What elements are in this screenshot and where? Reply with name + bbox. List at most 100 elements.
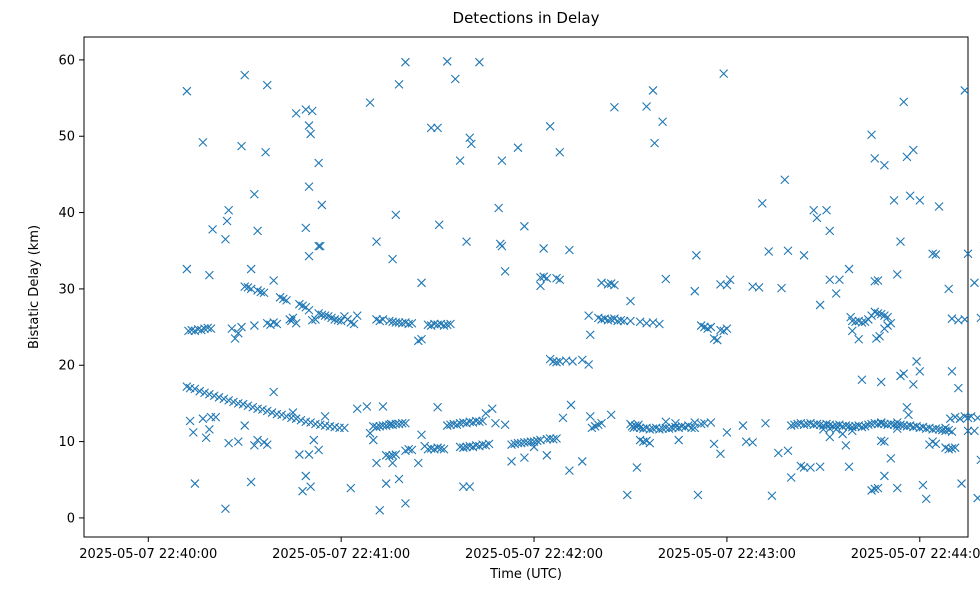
data-point [902, 402, 912, 412]
data-point [417, 334, 426, 344]
data-point [262, 406, 272, 416]
data-point [261, 147, 271, 157]
data-point [209, 391, 219, 401]
data-point [809, 205, 819, 215]
data-point [304, 305, 314, 315]
data-point [892, 418, 902, 427]
data-point [613, 316, 623, 326]
plot-area [83, 36, 980, 538]
data-point [237, 322, 246, 332]
data-point [915, 366, 925, 376]
data-point [372, 237, 381, 246]
data-point [976, 313, 980, 323]
data-point [584, 360, 594, 369]
data-point [214, 392, 224, 402]
data-point [394, 318, 404, 327]
data-point [272, 319, 282, 329]
data-point [539, 244, 549, 253]
data-point [928, 249, 938, 259]
data-point [844, 264, 854, 274]
data-point [912, 357, 921, 366]
plot-frame [83, 36, 969, 538]
data-point [957, 479, 966, 488]
data-point [253, 435, 262, 445]
data-point [333, 315, 343, 325]
data-point [970, 426, 979, 436]
data-point [700, 322, 709, 332]
data-point [362, 402, 372, 411]
data-point [198, 414, 208, 424]
x-axis: 2025-05-07 22:40:00 2025-05-07 22:41:00 20… [79, 537, 980, 562]
data-point [394, 79, 404, 89]
data-point [296, 415, 306, 425]
data-point [291, 108, 301, 118]
data-point [206, 324, 216, 333]
data-point [413, 336, 423, 346]
data-point [896, 237, 905, 246]
data-point [211, 412, 221, 422]
data-point [462, 237, 471, 246]
data-point [709, 334, 719, 343]
data-point [783, 446, 793, 456]
data-point [248, 402, 258, 412]
data-point [696, 419, 706, 429]
data-point [838, 429, 848, 439]
data-point [442, 320, 452, 330]
data-point [886, 453, 896, 463]
data-point [188, 428, 198, 437]
data-point [918, 480, 928, 490]
data-point [407, 445, 417, 455]
data-point [249, 189, 259, 199]
data-point [206, 412, 216, 422]
data-point [301, 471, 311, 481]
data-point [880, 437, 889, 446]
data-point [434, 220, 444, 230]
data-point [401, 57, 410, 67]
data-point [365, 98, 375, 108]
data-point [304, 121, 314, 130]
data-point [783, 246, 793, 256]
data-point [953, 383, 963, 393]
data-point [585, 412, 595, 421]
data-point [314, 241, 324, 251]
data-point [566, 400, 576, 410]
data-point [844, 421, 854, 431]
data-point [465, 482, 475, 492]
data-point [870, 307, 880, 317]
data-point [277, 410, 287, 420]
data-point [439, 444, 449, 454]
x-tick-label: 2025-05-07 22:40:00 [79, 547, 217, 562]
data-point [475, 57, 484, 67]
data-point [847, 326, 857, 336]
data-point [391, 210, 401, 220]
data-point [857, 422, 867, 432]
data-point [407, 318, 417, 328]
data-point [458, 482, 468, 492]
data-point [818, 424, 828, 434]
data-point [973, 413, 980, 423]
data-point [304, 450, 314, 459]
data-point [552, 357, 561, 367]
data-point [195, 386, 205, 396]
data-point [899, 369, 909, 379]
data-point [306, 418, 316, 427]
data-point [246, 264, 256, 274]
data-point [645, 438, 655, 448]
data-point [626, 316, 635, 326]
data-point [568, 357, 577, 366]
data-point [317, 200, 327, 210]
data-point [658, 424, 668, 433]
data-point [886, 318, 896, 328]
data-point [542, 450, 552, 460]
data-point [976, 455, 980, 465]
data-point [622, 490, 632, 500]
data-point [867, 130, 876, 140]
data-point [945, 414, 955, 424]
data-point [838, 421, 848, 431]
data-point [386, 419, 396, 429]
data-point [298, 301, 307, 311]
data-point [288, 313, 298, 323]
data-point [500, 420, 510, 430]
data-point [222, 216, 232, 226]
data-point [870, 484, 880, 494]
